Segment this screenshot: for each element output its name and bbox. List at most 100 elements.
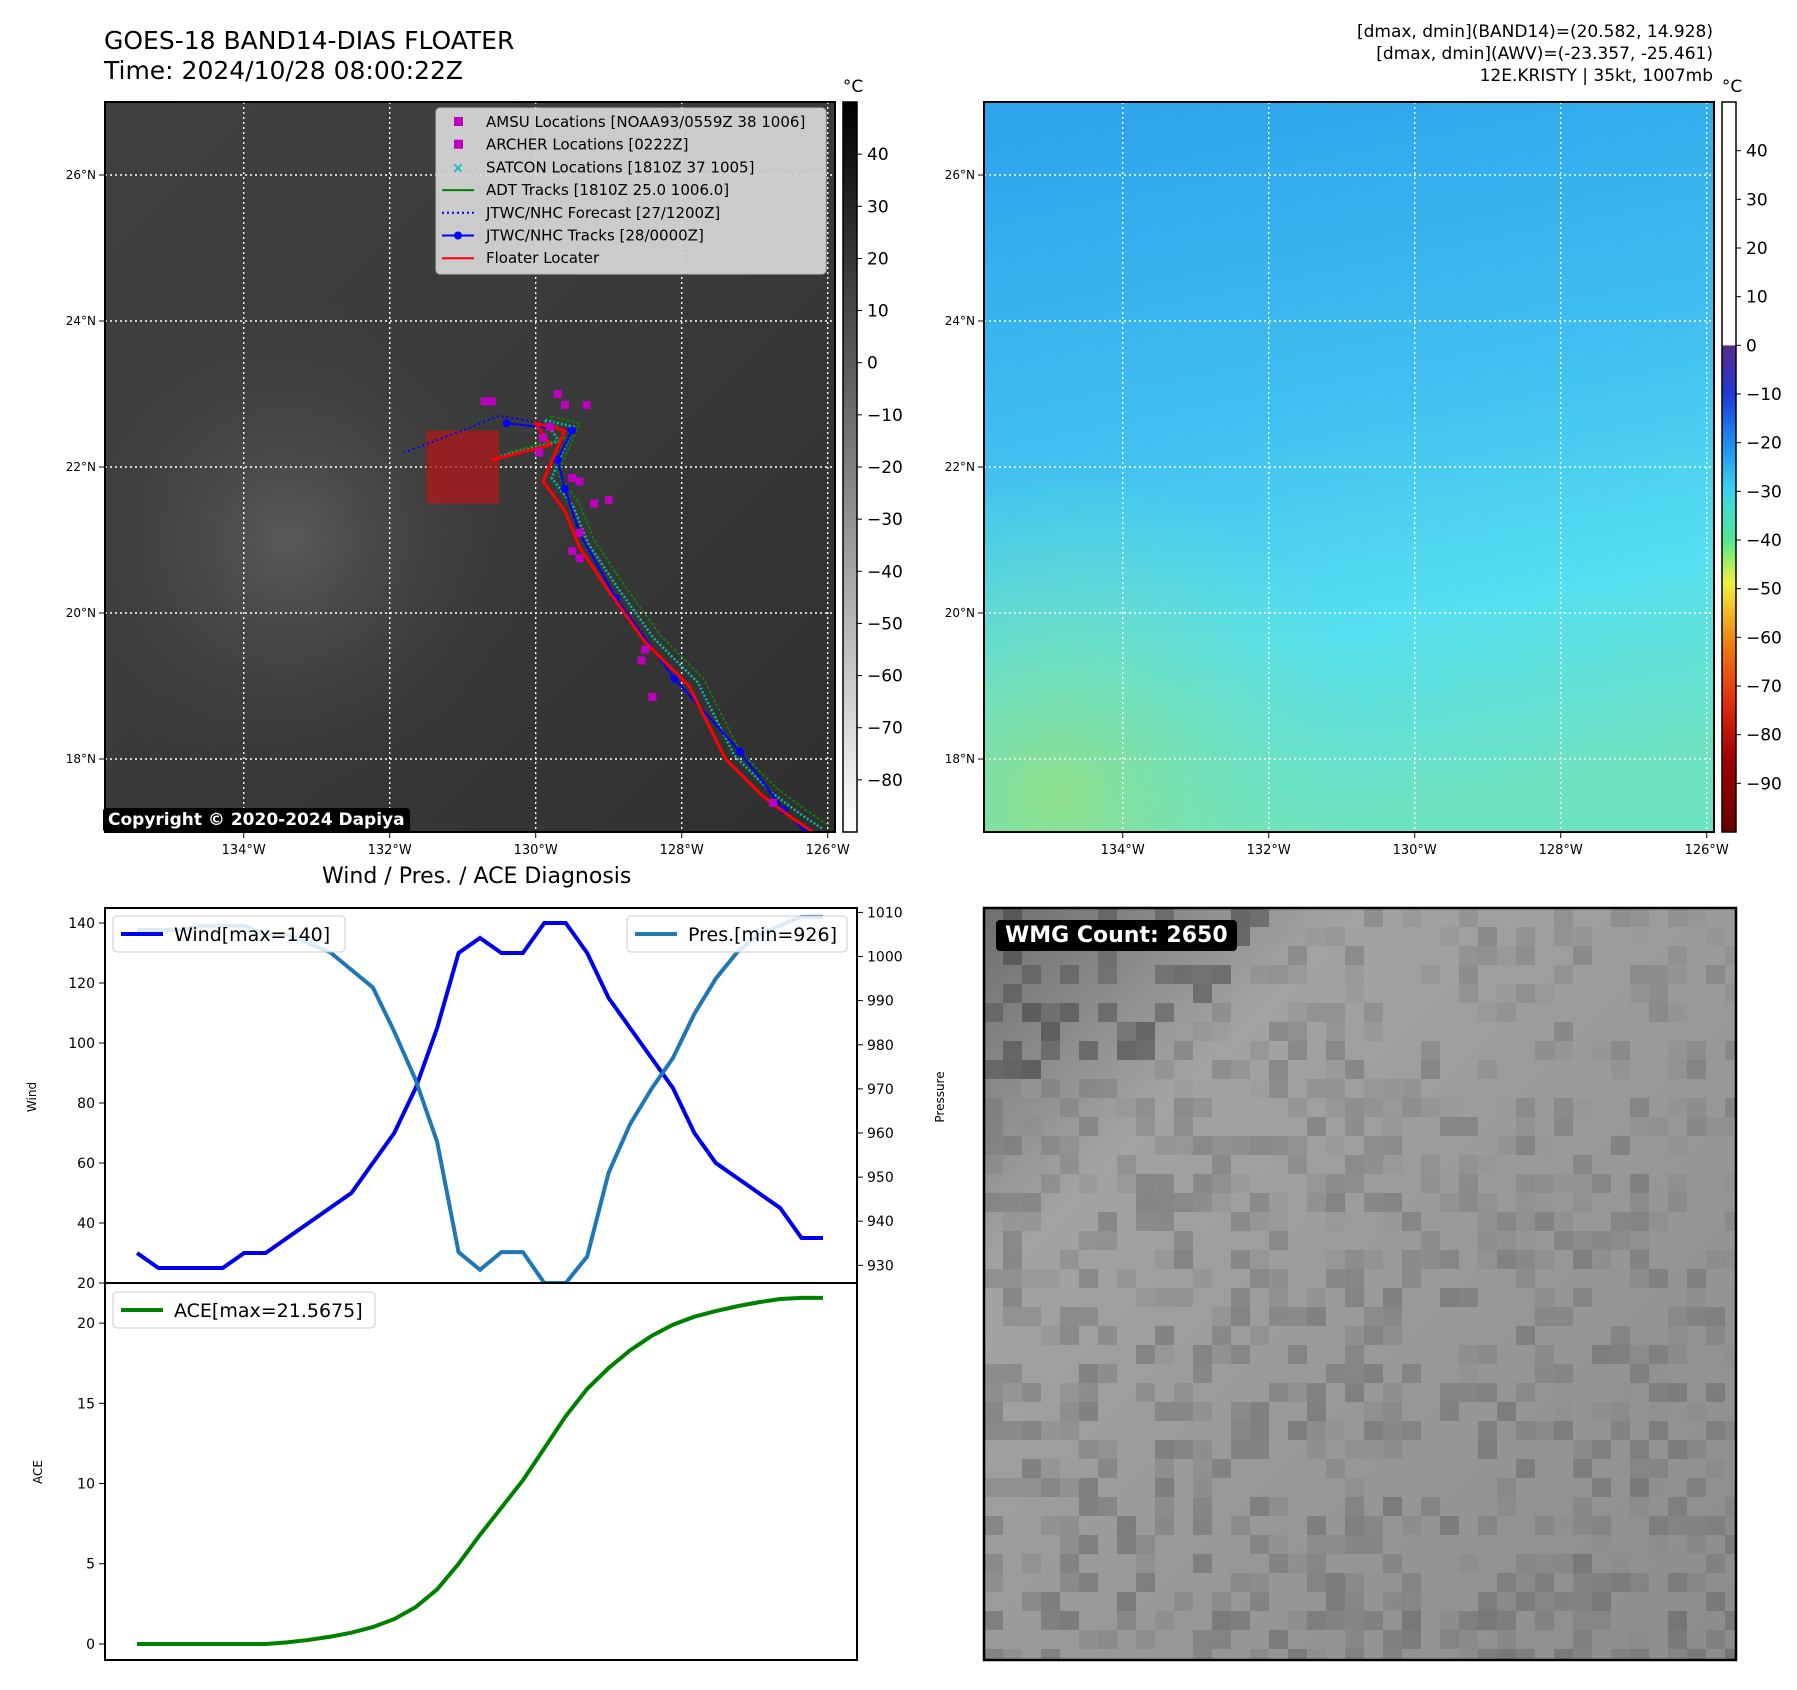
wmg-pixel (1193, 965, 1212, 984)
wmg-pixel (1668, 1003, 1687, 1022)
wmg-pixel (1022, 1079, 1041, 1098)
wmg-pixel (1022, 1478, 1041, 1497)
wmg-pixel (1383, 1630, 1402, 1649)
wmg-pixel (1592, 1440, 1611, 1459)
wmg-pixel (1421, 1174, 1440, 1193)
wmg-pixel (1174, 1041, 1193, 1060)
wmg-pixel (1060, 1421, 1079, 1440)
wmg-pixel (1231, 1174, 1250, 1193)
wmg-pixel (1345, 1060, 1364, 1079)
lon-label: 128°W (660, 843, 704, 858)
wmg-pixel (1288, 1098, 1307, 1117)
wmg-pixel (1155, 1288, 1174, 1307)
wmg-pixel (1231, 1516, 1250, 1535)
wmg-pixel (1535, 1136, 1554, 1155)
wmg-pixel (1706, 1630, 1725, 1649)
wmg-pixel (1668, 965, 1687, 984)
ace-legend-label: ACE[max=21.5675] (174, 1300, 363, 1322)
wmg-pixel (1630, 1250, 1649, 1269)
wmg-pixel (1497, 1231, 1516, 1250)
wind-pressure-plot: 140 120 100 80 60 40 20 1010 1000 990 980 970 960 950… (25, 905, 947, 1292)
wmg-pixel (1212, 1611, 1231, 1630)
lat-label: 24°N (945, 314, 975, 328)
wmg-pixel (1383, 1155, 1402, 1174)
wmg-pixel (1345, 1611, 1364, 1630)
wmg-pixel (1098, 1630, 1117, 1649)
wmg-pixel (1402, 1573, 1421, 1592)
wmg-pixel (1478, 1345, 1497, 1364)
wmg-pixel (1630, 1117, 1649, 1136)
wmg-pixel (1516, 1573, 1535, 1592)
wmg-pixel (1630, 1269, 1649, 1288)
wmg-pixel (1003, 1307, 1022, 1326)
wmg-pixel (1535, 1193, 1554, 1212)
wmg-pixel (1060, 1003, 1079, 1022)
wmg-pixel (1079, 1573, 1098, 1592)
wmg-pixel (1478, 946, 1497, 965)
wmg-pixel (1668, 1440, 1687, 1459)
wmg-pixel (1307, 1307, 1326, 1326)
wmg-pixel (1307, 1611, 1326, 1630)
wmg-pixel (1535, 1288, 1554, 1307)
wmg-pixel (1668, 1307, 1687, 1326)
wmg-pixel (1630, 1573, 1649, 1592)
wmg-pixel (1554, 1174, 1573, 1193)
wmg-pixel (1288, 1003, 1307, 1022)
wmg-pixel (1383, 1136, 1402, 1155)
legend-marker-square (454, 139, 463, 149)
wmg-pixel (1687, 1573, 1706, 1592)
wmg-pixel (1535, 1554, 1554, 1573)
wmg-pixel (1611, 1554, 1630, 1573)
wmg-pixel (1079, 1440, 1098, 1459)
wmg-pixel (1326, 1136, 1345, 1155)
wmg-pixel (1573, 1516, 1592, 1535)
wmg-pixel (1250, 1193, 1269, 1212)
amsu-location (604, 495, 613, 504)
wmg-pixel (1668, 908, 1687, 927)
wmg-pixel (1022, 1421, 1041, 1440)
wmg-pixel (1079, 1117, 1098, 1136)
wmg-pixel (1516, 1212, 1535, 1231)
wmg-pixel (1573, 1098, 1592, 1117)
wmg-pixel (1554, 1383, 1573, 1402)
colorbar-tick-label: 20 (1746, 239, 1768, 259)
wmg-pixel (1174, 1592, 1193, 1611)
wmg-pixel (1687, 1535, 1706, 1554)
wmg-pixel (1288, 1649, 1307, 1660)
wmg-pixel (1364, 1535, 1383, 1554)
wmg-pixel (1573, 1611, 1592, 1630)
wmg-pixel (1041, 1516, 1060, 1535)
pres-ytick-label: 950 (867, 1170, 894, 1186)
wmg-pixel (1155, 1459, 1174, 1478)
wmg-pixel (1250, 1326, 1269, 1345)
wmg-pixel (1402, 1630, 1421, 1649)
wmg-pixel (1193, 1402, 1212, 1421)
wmg-pixel (1288, 1041, 1307, 1060)
wmg-pixel (984, 1649, 1003, 1660)
wmg-pixel (1326, 1250, 1345, 1269)
wmg-pixel (1326, 1060, 1345, 1079)
wmg-pixel (1307, 1535, 1326, 1554)
wmg-pixel (1668, 1345, 1687, 1364)
legend-label: JTWC/NHC Tracks [28/0000Z] (485, 227, 704, 245)
wmg-pixel (1383, 1212, 1402, 1231)
wmg-pixel (1725, 1212, 1736, 1231)
wmg-pixel (1041, 1041, 1060, 1060)
wmg-pixel (1136, 1383, 1155, 1402)
wmg-pixel (1630, 1231, 1649, 1250)
wmg-pixel (1497, 1478, 1516, 1497)
wmg-pixel (1383, 1497, 1402, 1516)
wmg-pixel (1554, 1307, 1573, 1326)
colorbar-tick-label: −70 (1746, 677, 1782, 697)
wmg-pixel (1516, 1136, 1535, 1155)
amsu-location (590, 499, 599, 508)
wmg-pixel (1098, 1003, 1117, 1022)
wmg-pixel (1573, 946, 1592, 965)
wmg-pixel (1554, 965, 1573, 984)
wmg-pixel (984, 1383, 1003, 1402)
wmg-pixel (1307, 1573, 1326, 1592)
wmg-pixel (1459, 1288, 1478, 1307)
wind-legend-box (112, 915, 346, 953)
wmg-pixel (1326, 1193, 1345, 1212)
wmg-pixel (1478, 1440, 1497, 1459)
